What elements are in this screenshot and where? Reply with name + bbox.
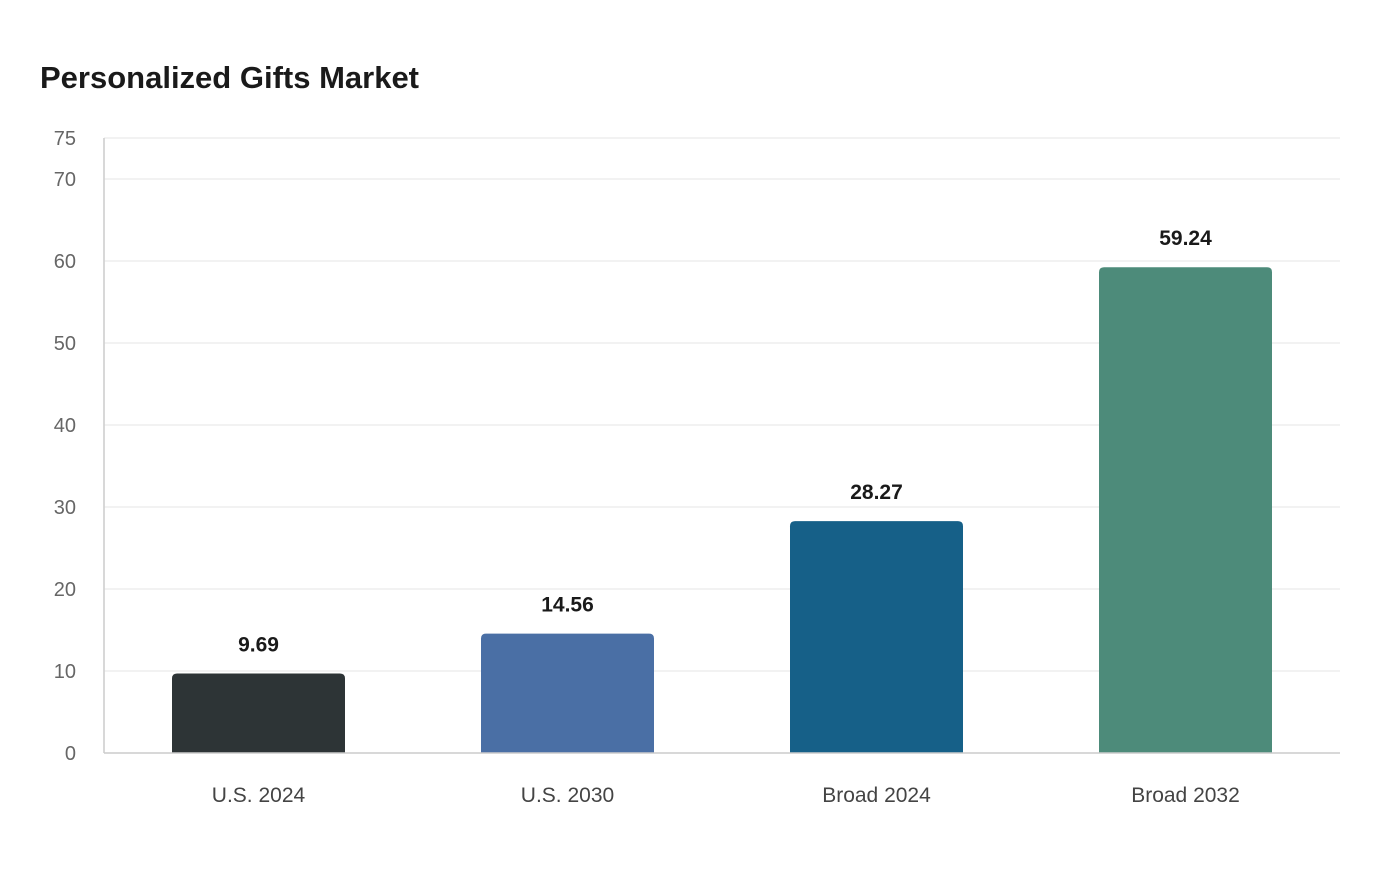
data-label: 14.56 — [541, 594, 594, 617]
y-tick-label: 0 — [65, 743, 76, 765]
y-tick-label: 60 — [54, 251, 76, 273]
data-label: 9.69 — [238, 634, 279, 657]
y-tick-label: 20 — [54, 579, 76, 601]
y-tick-label: 75 — [54, 128, 76, 150]
data-label: 59.24 — [1159, 227, 1212, 250]
y-tick-label: 70 — [54, 169, 76, 191]
y-axis-ticks: 0 10 20 30 40 50 60 70 75 — [54, 128, 76, 765]
data-labels: 9.69 14.56 28.27 59.24 — [238, 227, 1212, 656]
x-tick-label: Broad 2032 — [1131, 784, 1240, 807]
y-tick-label: 40 — [54, 415, 76, 437]
y-tick-label: 10 — [54, 661, 76, 683]
x-tick-label: U.S. 2024 — [212, 784, 306, 807]
bar-u-s-2024 — [172, 673, 345, 753]
bar-broad-2024 — [790, 521, 963, 753]
grid-lines — [104, 137, 1340, 672]
x-tick-label: U.S. 2030 — [521, 784, 614, 807]
x-tick-label: Broad 2024 — [822, 784, 931, 807]
y-tick-label: 30 — [54, 497, 76, 519]
bar-u-s-2030 — [481, 633, 654, 753]
x-axis-categories: U.S. 2024 U.S. 2030 Broad 2024 Broad 2032 — [212, 784, 1240, 807]
bar-broad-2032 — [1099, 267, 1272, 753]
data-label: 28.27 — [850, 481, 903, 504]
chart-title: Personalized Gifts Market — [40, 60, 420, 95]
bars — [172, 267, 1272, 753]
y-tick-label: 50 — [54, 333, 76, 355]
